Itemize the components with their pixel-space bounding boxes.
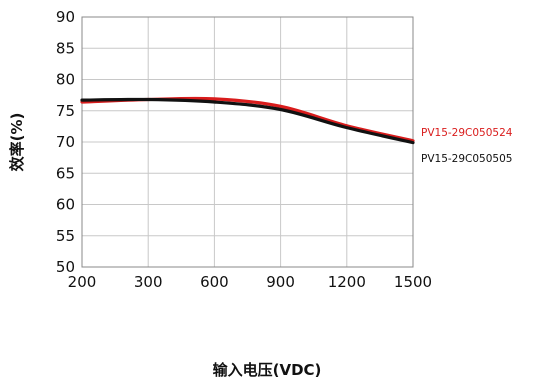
y-tick-label: 85 xyxy=(56,39,75,57)
legend-label: PV15-29C050505 xyxy=(421,153,512,165)
legend: PV15-29C050524 PV15-29C050505 xyxy=(421,127,513,165)
legend-label: PV15-29C050524 xyxy=(421,127,513,139)
x-tick-label: 1500 xyxy=(394,273,432,291)
y-tick-label: 75 xyxy=(56,102,75,120)
y-tick-label: 70 xyxy=(56,133,75,151)
y-tick-label: 90 xyxy=(56,8,75,26)
series-line-PV15-29C050505 xyxy=(80,97,415,145)
series-layer xyxy=(80,96,415,145)
y-tick-label: 60 xyxy=(56,196,75,214)
y-tick-label: 55 xyxy=(56,227,75,245)
x-tick-label: 200 xyxy=(68,273,97,291)
x-tick-label: 600 xyxy=(200,273,229,291)
y-axis-title: 效率(%) xyxy=(8,113,26,172)
x-tick-label: 300 xyxy=(134,273,163,291)
tick-labels: 50 55 60 65 70 75 80 85 90 200 300 600 900 1200 1500 xyxy=(56,8,432,291)
x-tick-label: 900 xyxy=(266,273,295,291)
y-tick-label: 65 xyxy=(56,164,75,182)
x-tick-label: 1200 xyxy=(328,273,366,291)
y-tick-label: 80 xyxy=(56,71,75,89)
y-tick-label: 50 xyxy=(56,258,75,276)
x-axis-title: 输入电压(VDC) xyxy=(213,361,322,379)
